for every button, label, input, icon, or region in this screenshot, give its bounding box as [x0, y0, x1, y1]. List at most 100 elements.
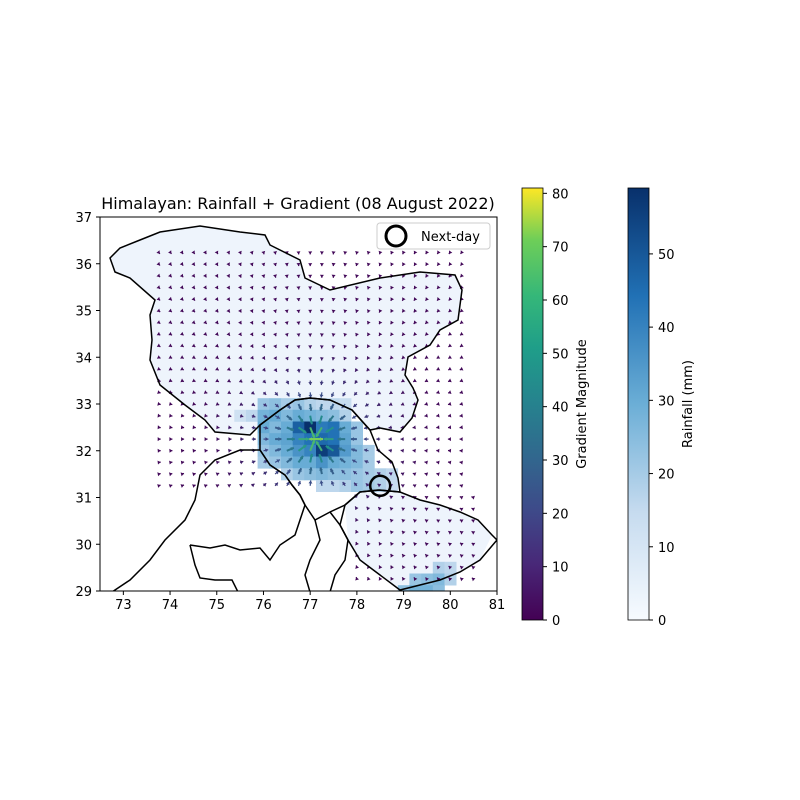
gradient-arrow-head	[389, 402, 393, 406]
gradient-arrow-head	[436, 554, 441, 558]
rain-cell	[304, 444, 317, 457]
gradient-arrow-head	[238, 285, 242, 290]
gradient-arrow-head	[425, 355, 429, 359]
gradient-arrow-head	[319, 321, 324, 325]
gradient-arrow-head	[424, 472, 429, 477]
gradient-arrow-head	[378, 309, 383, 313]
gradient-arrow-head	[413, 577, 418, 581]
border-haryana-2	[329, 511, 349, 591]
gradient-arrow-head	[331, 286, 336, 290]
gradient-arrow-head	[319, 263, 324, 267]
gradient-arrow-head	[402, 285, 406, 290]
gradient-arrow-head	[204, 472, 208, 477]
gradient-arrow-head	[378, 518, 382, 523]
gradient-arrow-head	[284, 297, 289, 302]
x-tick-label: 76	[255, 598, 272, 613]
gradient-arrow-head	[351, 448, 355, 452]
gradient-arrow-head	[355, 274, 359, 278]
gradient-arrow-head	[436, 320, 441, 324]
gradient-arrow-head	[390, 519, 394, 523]
gradient-arrow-head	[367, 542, 371, 546]
gradient-arrow-head	[402, 565, 406, 570]
gradient-arrow-head	[251, 414, 256, 418]
gradient-arrow-head	[353, 471, 357, 475]
rain-cell	[316, 480, 328, 492]
gradient-arrow-head	[366, 274, 371, 278]
gradient-arrow-head	[308, 345, 313, 349]
gradient-arrow-head	[402, 320, 406, 325]
gradient-arrow-head	[273, 344, 277, 348]
rain-cell	[351, 480, 363, 492]
rain-cell	[409, 585, 422, 591]
gradient-arrow-head	[413, 273, 418, 278]
gradient-arrow-head	[448, 308, 453, 313]
gradient-arrow-head	[203, 262, 207, 266]
gradient-arrow-head	[214, 332, 219, 336]
gradient-arrow-head	[308, 480, 313, 484]
gradient-arrow-head	[286, 481, 290, 486]
gradient-arrow-head	[401, 355, 406, 359]
gradient-arrow-head	[460, 250, 464, 254]
gradient-arrow-head	[376, 414, 381, 418]
gradient-arrow-head	[309, 453, 314, 458]
gradient-arrow-head	[448, 448, 452, 453]
gradient-arrow-head	[192, 413, 196, 418]
gradient-arrow-head	[367, 344, 371, 348]
gradient-arrow-head	[261, 332, 265, 336]
gradient-arrow-head	[378, 507, 382, 511]
gradient-arrow-head	[227, 378, 231, 383]
gradient-arrow-head	[179, 297, 184, 301]
gradient-arrow-head	[251, 472, 255, 476]
gradient-arrow-head	[180, 366, 184, 371]
gradient-arrow-head	[388, 413, 393, 418]
gradient-arrow-head	[227, 402, 232, 406]
gradient-arrow-head	[355, 565, 359, 569]
gradient-arrow-head	[156, 355, 161, 359]
gradient-arrow-head	[216, 437, 220, 442]
gradient-arrow-head	[425, 332, 429, 336]
x-tick-label: 77	[302, 598, 319, 613]
gradient-arrow-head	[471, 542, 476, 547]
gradient-arrow-head	[204, 425, 208, 430]
gradient-arrow-head	[180, 331, 184, 336]
gradient-arrow-head	[273, 380, 278, 384]
gradient-arrow-head	[388, 425, 392, 430]
gradient-arrow-head	[302, 429, 307, 433]
rainfall-cells	[234, 398, 457, 591]
gradient-arrow-head	[412, 472, 417, 477]
gradient-arrow-head	[436, 507, 441, 512]
gradient-arrow-head	[378, 565, 383, 570]
gradient-arrow-head	[460, 554, 464, 558]
gradient-arrow-head	[437, 285, 441, 289]
gradient-arrow-head	[459, 519, 464, 523]
gradient-arrow-head	[284, 344, 289, 349]
gradient-arrow-head	[328, 418, 333, 422]
gradient-arrow-head	[156, 331, 161, 336]
gradient-arrow-head	[249, 309, 254, 313]
colorbar-gradient-bar	[521, 187, 544, 621]
gradient-arrow-head	[179, 250, 184, 254]
gradient-arrow-head	[226, 367, 231, 371]
gradient-arrow-head	[401, 519, 406, 523]
gradient-arrow-head	[448, 355, 452, 359]
gradient-arrow-head	[238, 379, 243, 383]
gradient-arrow-head	[284, 286, 289, 290]
gradient-arrow-head	[264, 448, 269, 453]
gradient-arrow-head	[355, 309, 359, 313]
gradient-arrow-head	[299, 418, 303, 423]
gradient-arrow-head	[238, 274, 242, 278]
gradient-arrow-head	[285, 380, 290, 385]
gradient-arrow-head	[378, 297, 383, 301]
gradient-arrow-head	[191, 285, 195, 289]
gradient-arrow-head	[192, 472, 196, 477]
gradient-arrow-head	[366, 297, 371, 301]
gradient-arrow-head	[388, 448, 392, 453]
gradient-arrow-head	[296, 251, 301, 255]
gradient-arrow-head	[296, 262, 301, 267]
colorbar-gradient-ticks: 0 10 20 30 40 50 60 70 80	[543, 187, 569, 629]
gradient-arrow-head	[191, 355, 196, 359]
gradient-arrow-head	[227, 484, 231, 488]
gradient-arrow-head	[413, 320, 418, 324]
legend-marker	[384, 224, 408, 248]
gradient-arrow-head	[239, 402, 243, 406]
